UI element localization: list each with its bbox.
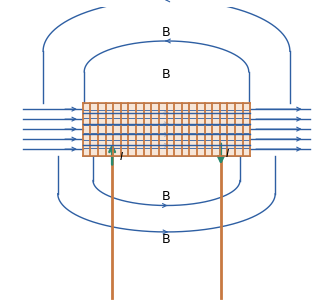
Text: B: B: [162, 68, 171, 81]
Text: I: I: [225, 149, 228, 159]
Text: I: I: [120, 152, 123, 162]
Text: B: B: [162, 233, 171, 246]
Text: B: B: [162, 26, 171, 39]
Text: B: B: [162, 190, 171, 203]
Bar: [83, 103, 250, 156]
